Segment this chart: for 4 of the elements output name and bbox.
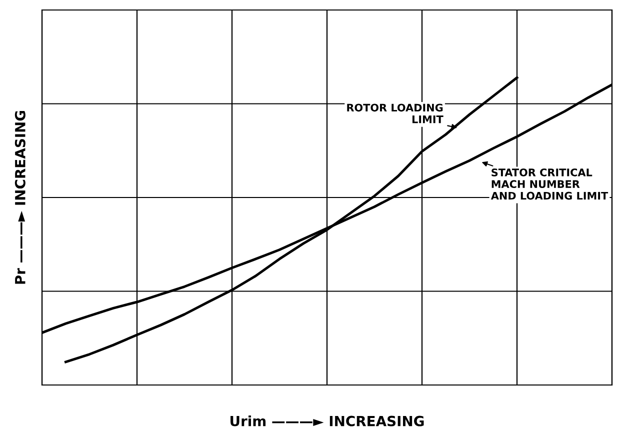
y-axis-title: Pr ———► INCREASING <box>14 110 26 284</box>
x-axis-title: Urim ———► INCREASING <box>230 416 424 426</box>
series-label: ROTOR LOADING LIMIT <box>347 104 444 124</box>
legend-label: STATOR CRITICAL MACH NUMBER AND LOADING LIMIT <box>490 168 608 200</box>
